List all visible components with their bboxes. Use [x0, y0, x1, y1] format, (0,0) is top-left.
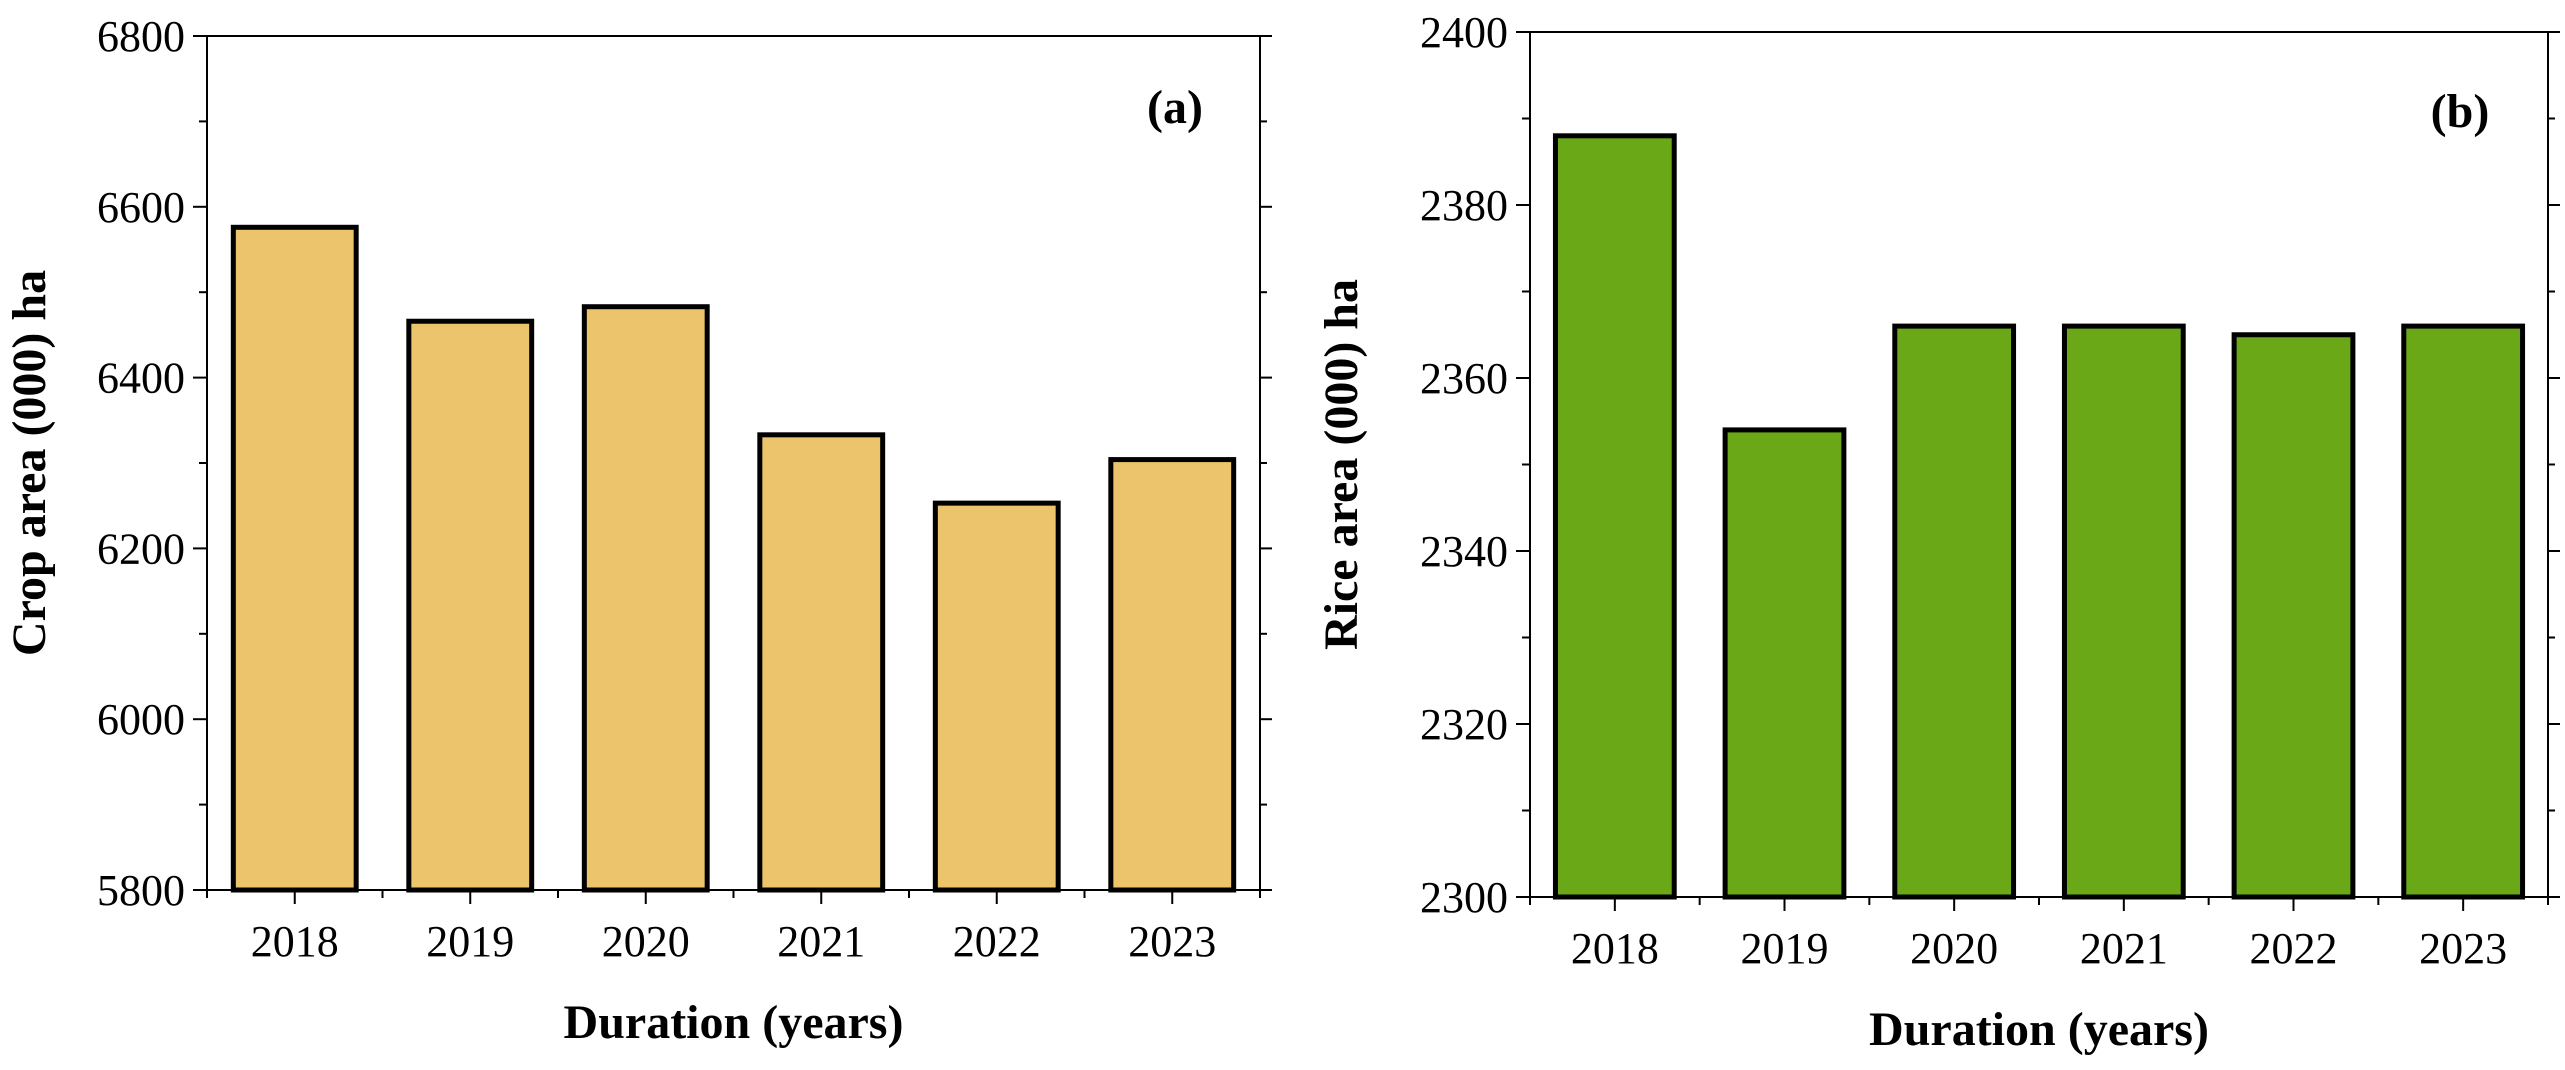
x-tick-label: 2021 [2080, 924, 2168, 973]
y-tick-label: 6000 [97, 695, 185, 744]
y-tick-label: 2320 [1420, 700, 1508, 749]
y-axis-title: Crop area (000) ha [3, 270, 56, 656]
x-axis-title: Duration (years) [1869, 1003, 2209, 1056]
y-tick-label: 2360 [1420, 354, 1508, 403]
x-tick-label: 2023 [2419, 924, 2507, 973]
bar-2019 [1722, 427, 1847, 900]
bar-2022 [2231, 332, 2356, 900]
x-tick-label: 2023 [1128, 917, 1216, 966]
panel-b-rice-area-chart: 2300 2320 2340 2360 2380 2400 2018 2019 2020 2021… [1315, 8, 2560, 1056]
bar-2023 [2401, 323, 2526, 900]
x-tick-label: 2018 [1571, 924, 1659, 973]
panel-a-crop-area-chart: 5800 6000 6200 6400 6600 6800 2018 2019 2020 2021… [3, 12, 1272, 1049]
bar-2020 [581, 304, 710, 893]
x-tick-label: 2020 [1910, 924, 1998, 973]
y-tick-label: 2400 [1420, 8, 1508, 57]
x-tick-label: 2019 [426, 917, 514, 966]
bar-2019 [406, 318, 535, 893]
plot-frame [206, 35, 1261, 891]
ticks [193, 35, 1272, 904]
bar-2020 [1892, 323, 2017, 900]
x-tick-label: 2018 [251, 917, 339, 966]
bar-2018 [1552, 133, 1677, 900]
y-tick-label: 2340 [1420, 527, 1508, 576]
y-tick-label: 6600 [97, 183, 185, 232]
x-tick-label: 2021 [777, 917, 865, 966]
y-tick-label: 6200 [97, 524, 185, 573]
x-tick-label: 2019 [1741, 924, 1829, 973]
x-tick-label: 2022 [953, 917, 1041, 966]
bar-2022 [932, 500, 1061, 893]
panel-label: (b) [2431, 85, 2490, 138]
x-axis-title: Duration (years) [564, 996, 904, 1049]
x-tick-label: 2022 [2250, 924, 2338, 973]
y-tick-label: 6400 [97, 354, 185, 403]
y-tick-label: 5800 [97, 866, 185, 915]
bar-2023 [1108, 457, 1237, 893]
x-tick-label: 2020 [602, 917, 690, 966]
plot-frame [1529, 31, 2549, 898]
y-tick-label: 6800 [97, 12, 185, 61]
bar-2021 [2061, 323, 2186, 900]
y-tick-label: 2300 [1420, 873, 1508, 922]
bar-2018 [230, 224, 359, 893]
panel-label: (a) [1147, 81, 1203, 134]
y-tick-label: 2380 [1420, 181, 1508, 230]
y-axis-title: Rice area (000) ha [1315, 279, 1368, 650]
bar-2021 [757, 432, 886, 893]
